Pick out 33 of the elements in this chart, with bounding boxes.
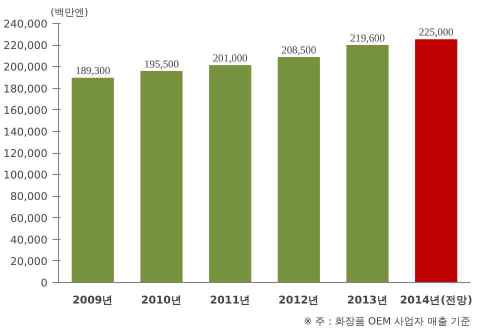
y-tick-label: 180,000 (3, 82, 48, 96)
x-tick-label: 2013년 (347, 294, 388, 306)
x-tick-label: 2009년 (72, 294, 114, 306)
data-label: 208,500 (282, 45, 316, 56)
y-tick-label: 80,000 (10, 190, 48, 204)
y-tick-label: 60,000 (10, 212, 48, 225)
y-tick-label: 0 (40, 276, 48, 290)
x-tick-label: 2014년(전망) (400, 294, 472, 306)
y-tick-label: 140,000 (3, 125, 48, 138)
y-tick-label: 100,000 (3, 168, 48, 182)
bar (209, 65, 252, 282)
bar (72, 78, 114, 282)
data-label: 195,500 (144, 60, 179, 71)
y-tick-label: 160,000 (3, 104, 48, 117)
text: ※ 주 : 화장품 OEM 사업자 매출 기준 (304, 316, 471, 328)
bar (415, 39, 458, 282)
y-tick-label: 40,000 (10, 233, 48, 246)
bar (346, 45, 389, 282)
x-tick-label: 2010년 (141, 294, 182, 306)
bar (140, 71, 183, 282)
y-tick-label: 220,000 (3, 39, 48, 52)
data-label: 225,000 (418, 28, 454, 39)
bar (278, 56, 320, 282)
y-tick-label: 20,000 (10, 254, 48, 268)
data-label: 201,000 (212, 54, 248, 65)
y-tick-label: 200,000 (3, 60, 48, 74)
data-label: 189,300 (76, 66, 110, 78)
y-tick-label: 240,000 (3, 18, 48, 30)
y-tick-label: 120,000 (3, 147, 48, 160)
x-tick-label: 2012년 (278, 294, 320, 306)
data-label: 219,600 (350, 34, 385, 45)
x-tick-label: 2011년 (210, 294, 251, 306)
y-axis-title: (백만엔) (50, 8, 88, 18)
